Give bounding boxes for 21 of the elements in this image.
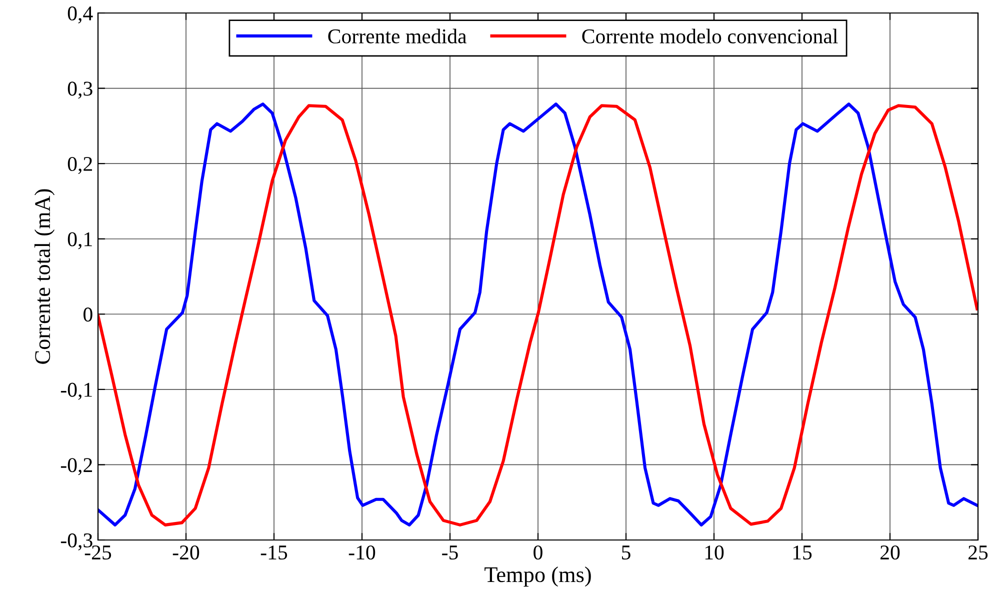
x-tick-label: -5 <box>442 546 458 560</box>
x-axis-title: Tempo (ms) <box>484 566 591 587</box>
y-tick-label: 0,1 <box>68 232 92 250</box>
y-tick-label: 0,2 <box>68 156 92 174</box>
y-tick-label: -0,2 <box>60 458 92 476</box>
legend-label: Corrente modelo convencional <box>582 28 838 44</box>
x-tick-label: 0 <box>534 545 542 560</box>
y-tick-label: 0,4 <box>68 6 93 24</box>
x-tick-label: -15 <box>260 546 288 560</box>
y-axis-title: Corrente total (mA) <box>34 189 55 364</box>
y-tick-label: 0,3 <box>68 82 92 99</box>
y-tick-label: -0,1 <box>60 382 92 400</box>
x-tick-label: -10 <box>348 545 376 560</box>
y-tick-label: 0 <box>84 308 92 322</box>
x-tick-label: 20 <box>880 545 900 560</box>
x-tick-label: 25 <box>968 546 988 560</box>
x-tick-label: -20 <box>172 545 200 560</box>
legend-label: Corrente medida <box>328 28 466 44</box>
x-tick-label: 15 <box>793 546 812 560</box>
x-tick-label: 10 <box>705 545 724 560</box>
x-tick-label: 5 <box>622 546 630 560</box>
